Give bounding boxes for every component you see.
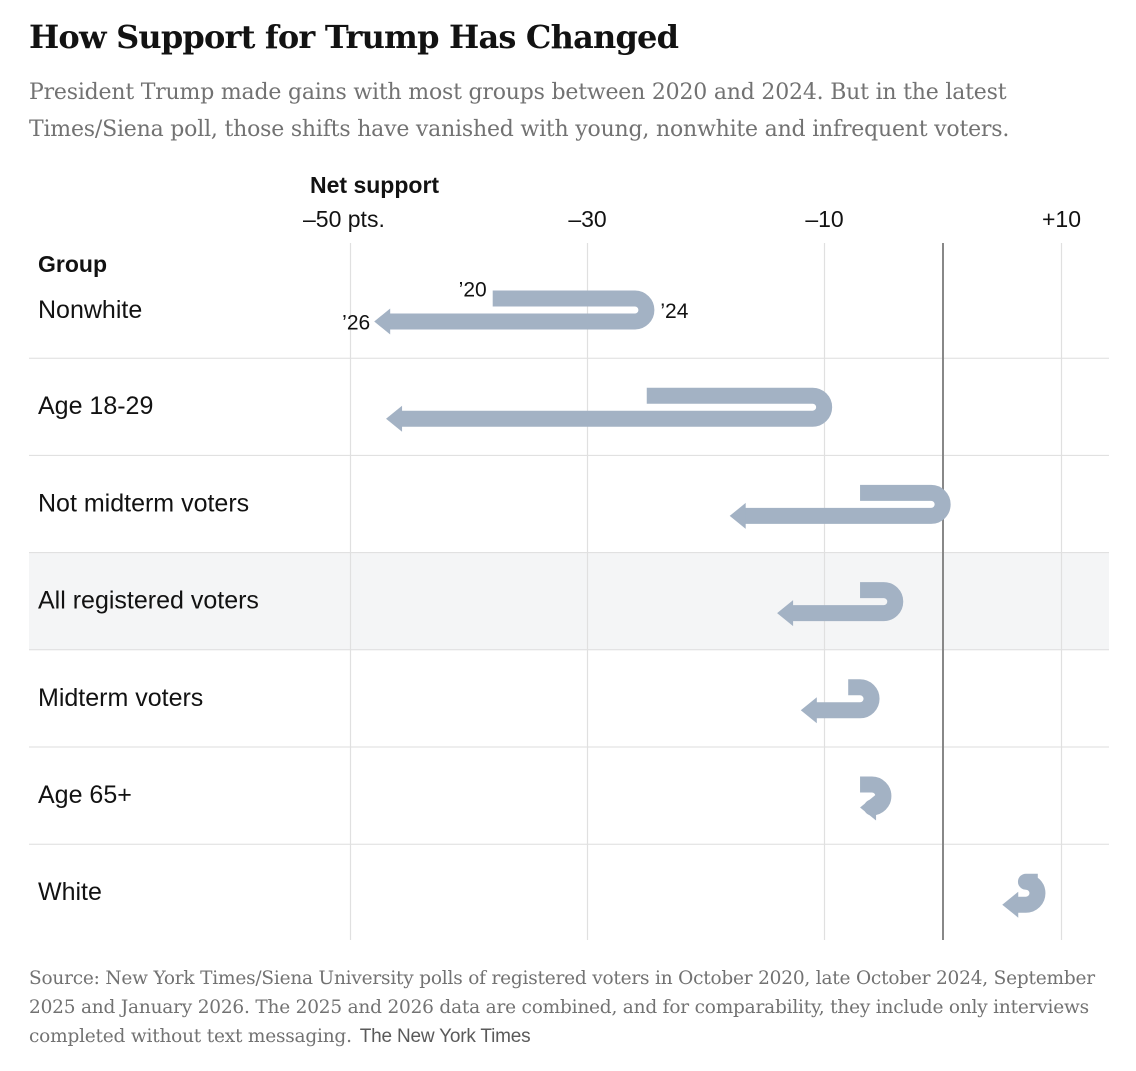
tick-label: –10 bbox=[805, 206, 843, 232]
arrow-head-1 bbox=[374, 308, 391, 335]
source-note: Source: New York Times/Siena University … bbox=[29, 964, 1119, 1051]
arrow-shaft-2 bbox=[401, 387, 833, 427]
arrows bbox=[374, 290, 1046, 918]
label-2026: ’26 bbox=[342, 312, 370, 335]
arrow-chart: Net support –50 pts. –30 –10 +10 Group Nonwhit… bbox=[29, 172, 1109, 940]
group-label: All registered voters bbox=[38, 587, 259, 615]
label-2024: ’24 bbox=[660, 300, 688, 323]
group-header: Group bbox=[38, 251, 107, 277]
group-label: Nonwhite bbox=[38, 296, 142, 324]
chart-subtitle: President Trump made gains with most gro… bbox=[29, 80, 1010, 142]
label-2020: ’20 bbox=[459, 279, 487, 302]
arrow-shaft-4 bbox=[792, 582, 904, 622]
row-backgrounds bbox=[29, 357, 1109, 845]
tick-label: –30 bbox=[568, 206, 606, 232]
arrow-shaft-1 bbox=[389, 290, 655, 330]
arrow-head-5 bbox=[800, 697, 817, 724]
group-label: Midterm voters bbox=[38, 684, 203, 712]
credit: The New York Times bbox=[359, 1026, 531, 1047]
source-text: Source: New York Times/Siena University … bbox=[29, 968, 1095, 1047]
gridlines bbox=[349, 243, 1063, 940]
tick-label: –50 pts. bbox=[303, 206, 385, 232]
labels: Net support –50 pts. –30 –10 +10 Group Nonwhit… bbox=[38, 172, 1081, 906]
chart-title: How Support for Trump Has Changed bbox=[29, 18, 679, 56]
axis-title: Net support bbox=[310, 172, 439, 198]
arrow-head-3 bbox=[729, 502, 746, 529]
arrow-head-4 bbox=[777, 600, 794, 627]
tick-label: +10 bbox=[1042, 206, 1081, 232]
group-label: Not midterm voters bbox=[38, 489, 249, 517]
arrow-head-2 bbox=[386, 405, 403, 432]
arrow-shaft-3 bbox=[744, 484, 951, 524]
row-highlight bbox=[29, 552, 1109, 650]
group-label: Age 18-29 bbox=[38, 392, 153, 420]
arrow-head-7 bbox=[1002, 891, 1019, 918]
group-label: White bbox=[38, 878, 102, 906]
arrow-head-6 bbox=[860, 794, 877, 821]
arrow-shaft-7 bbox=[1017, 873, 1046, 913]
group-label: Age 65+ bbox=[38, 781, 132, 809]
arrow-shaft-5 bbox=[815, 679, 880, 719]
